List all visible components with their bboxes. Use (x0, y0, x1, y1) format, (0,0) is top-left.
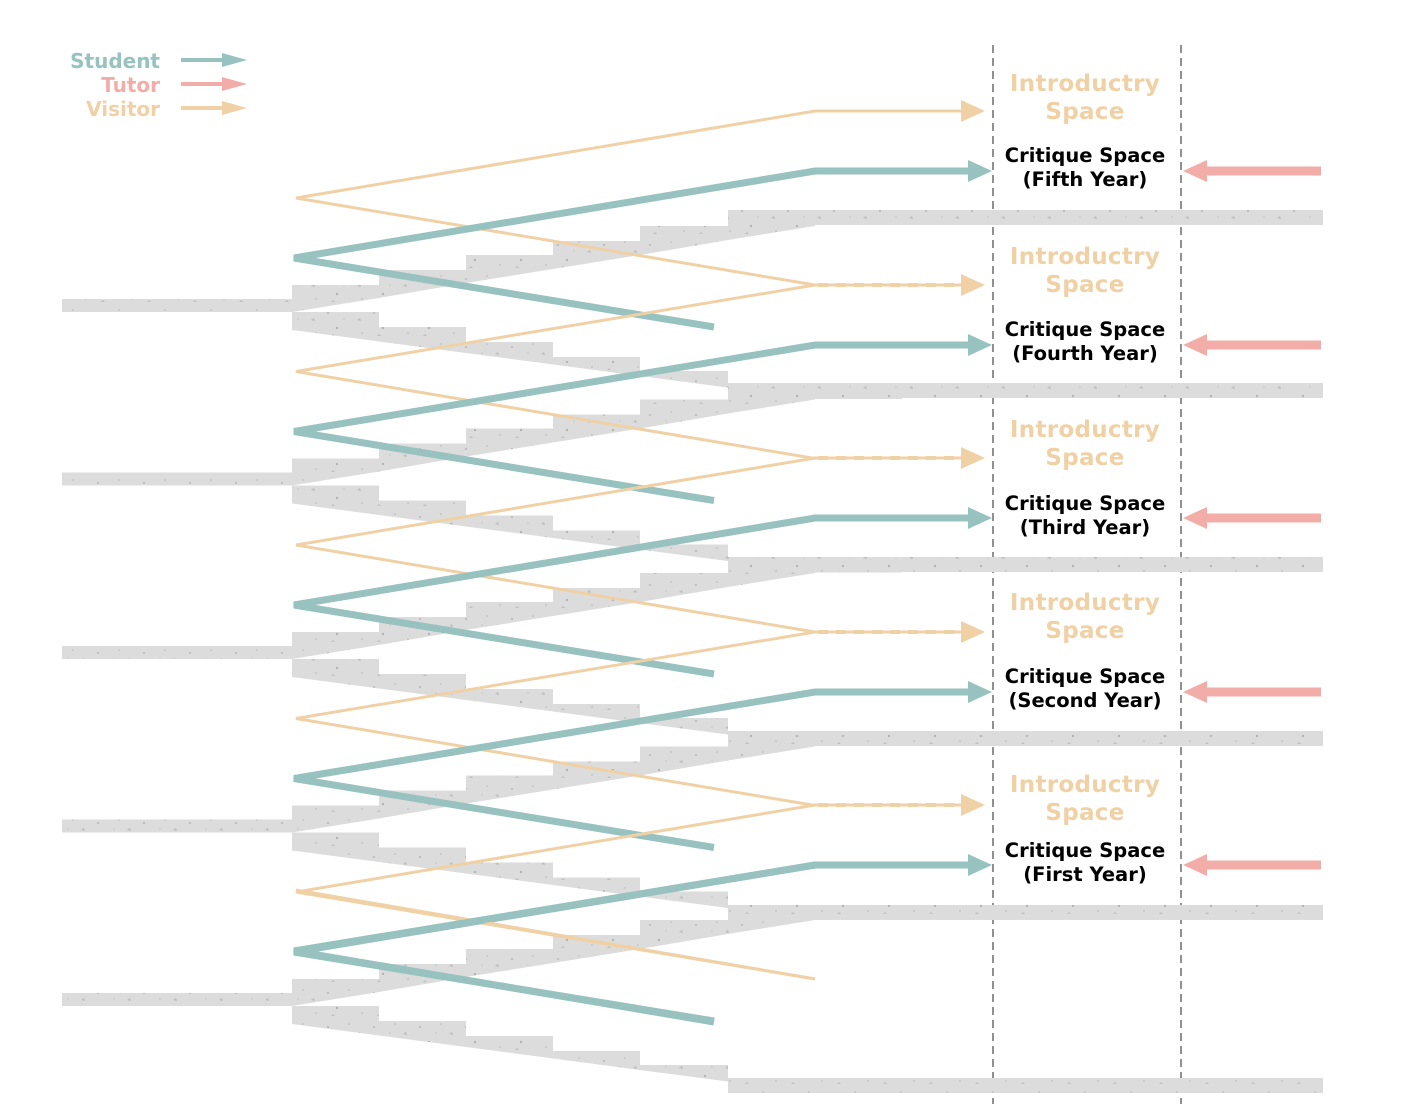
circulation-paths (293, 100, 1321, 1026)
legend-label-visitor: Visitor (86, 97, 160, 121)
critique-space-label-line2: (Third Year) (1020, 516, 1150, 539)
ascending-stair (62, 559, 815, 659)
legend-arrow-visitor-icon (181, 101, 247, 115)
ascending-stair (62, 732, 815, 833)
student-path (293, 167, 968, 331)
visitor-path (295, 109, 970, 287)
legend-arrow-head (222, 77, 247, 91)
legend-label-student: Student (70, 49, 160, 73)
critique-space-label-line2: (Fourth Year) (1012, 342, 1158, 365)
legend-item-visitor: Visitor (86, 97, 247, 121)
tutor-arrow-head-icon (1183, 334, 1207, 356)
building-section (62, 210, 1323, 1093)
student-arrow-head-icon (968, 854, 992, 876)
visitor-arrow-head-icon (961, 447, 985, 469)
intro-space-label-line1: Introductry (1010, 772, 1160, 798)
intro-space-label-line2: Space (1045, 618, 1124, 644)
student-arrow-head-icon (968, 681, 992, 703)
critique-space-label-line1: Critique Space (1005, 492, 1165, 515)
legend-arrow-head (222, 53, 247, 67)
student-path (293, 514, 968, 678)
student-path (293, 861, 816, 1026)
critique-space-label-line1: Critique Space (1005, 144, 1165, 167)
visitor-path (295, 888, 816, 981)
tutor-arrow-head-icon (1183, 160, 1207, 182)
ascending-stair (62, 906, 815, 1006)
level-fifth-year: Introductry Space Critique Space (Fifth … (1005, 71, 1165, 191)
critique-space-label-line2: (Second Year) (1008, 689, 1161, 712)
legend-label-tutor: Tutor (101, 73, 160, 97)
critique-space-label-line1: Critique Space (1005, 318, 1165, 341)
ascending-stair (62, 385, 815, 486)
critique-space-label-line2: (First Year) (1023, 863, 1147, 886)
level-third-year: Introductry Space Critique Space (Third … (1005, 417, 1165, 539)
level-second-year: Introductry Space Critique Space (Second… (1005, 590, 1165, 712)
student-arrow-head-icon (968, 160, 992, 182)
descending-stair (292, 485, 902, 573)
floor-slab (728, 210, 1323, 225)
space-labels: Introductry Space Critique Space (Fifth … (1005, 71, 1165, 886)
ascending-stair (62, 212, 815, 312)
critique-space-label-line1: Critique Space (1005, 665, 1165, 688)
legend-arrow-head (222, 101, 247, 115)
visitor-arrow-head-icon (961, 274, 985, 296)
legend-arrow-student-icon (181, 53, 247, 67)
intro-space-label-line1: Introductry (1010, 417, 1160, 443)
student-arrow-head-icon (968, 507, 992, 529)
level-first-year: Introductry Space Critique Space (First … (1005, 772, 1165, 886)
descending-stair (292, 832, 902, 920)
visitor-arrow-head-icon (961, 794, 985, 816)
level-fourth-year: Introductry Space Critique Space (Fourth… (1005, 244, 1165, 365)
tutor-arrow-head-icon (1183, 681, 1207, 703)
intro-space-label-line1: Introductry (1010, 244, 1160, 270)
descending-stair (292, 312, 902, 399)
visitor-arrow-head-icon (961, 100, 985, 122)
student-path (293, 688, 968, 851)
descending-stair (292, 1006, 902, 1093)
intro-space-label-line2: Space (1045, 800, 1124, 826)
critique-space-label-line2: (Fifth Year) (1023, 168, 1148, 191)
tutor-arrow-head-icon (1183, 507, 1207, 529)
intro-space-label-line1: Introductry (1010, 590, 1160, 616)
descending-stair (292, 659, 902, 746)
space-boundary-guides (992, 45, 1182, 1104)
intro-space-label-line2: Space (1045, 445, 1124, 471)
student-arrow-head-icon (968, 334, 992, 356)
legend: Student Tutor Visitor (70, 49, 247, 121)
legend-item-student: Student (70, 49, 247, 73)
legend-arrow-tutor-icon (181, 77, 247, 91)
student-path (293, 341, 968, 504)
intro-space-label-line2: Space (1045, 99, 1124, 125)
visitor-arrow-head-icon (961, 621, 985, 643)
intro-space-label-line2: Space (1045, 272, 1124, 298)
tutor-arrow-head-icon (1183, 854, 1207, 876)
critique-space-label-line1: Critique Space (1005, 839, 1165, 862)
intro-space-label-line1: Introductry (1010, 71, 1160, 97)
legend-item-tutor: Tutor (101, 73, 247, 97)
